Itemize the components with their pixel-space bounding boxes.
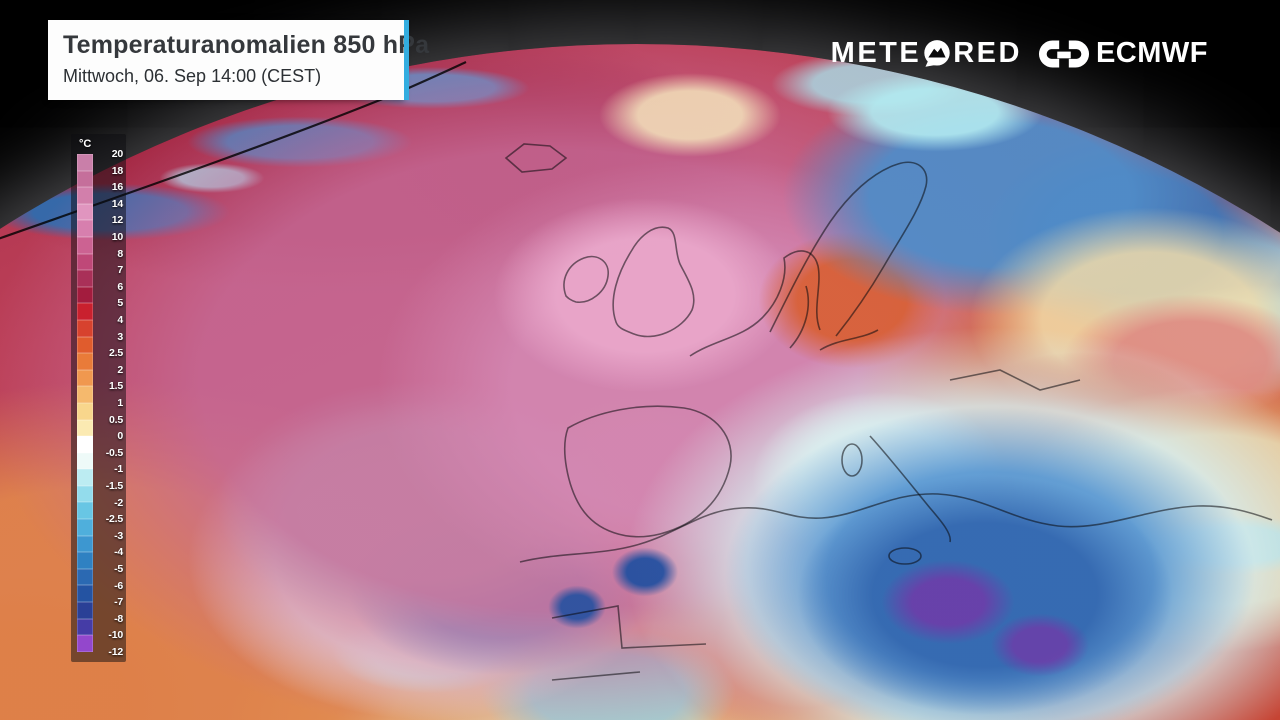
legend-label: 10 xyxy=(111,231,123,243)
meteored-logo-text-pre: METE xyxy=(830,37,922,69)
legend-swatch xyxy=(77,353,93,370)
legend-swatch xyxy=(77,485,93,503)
legend-label: 14 xyxy=(111,197,123,210)
branding-bar: METE RED ECMWF xyxy=(831,37,1208,70)
legend-label: -6 xyxy=(114,579,123,592)
legend-unit-label: °C xyxy=(79,138,92,150)
legend-label: 18 xyxy=(111,164,123,177)
legend-swatch xyxy=(77,585,93,603)
legend-label: 20 xyxy=(111,148,123,160)
legend-swatch xyxy=(77,452,93,470)
legend-label: -4 xyxy=(114,546,123,559)
legend-swatch xyxy=(77,618,93,636)
legend-labels: 20 18 16 14 12 10 8 7 6 5 4 3 2.5 2 1.5 1 0.5 0 -0.5 -1 -1.5… xyxy=(93,148,124,658)
legend-swatch xyxy=(77,436,93,453)
legend-swatch xyxy=(77,270,93,287)
legend-swatch xyxy=(77,336,93,354)
legend-label: -1.5 xyxy=(105,480,124,492)
legend-label: 1.5 xyxy=(109,380,123,393)
legend-swatch xyxy=(77,635,93,652)
legend-label: 16 xyxy=(111,181,123,194)
ecmwf-icon xyxy=(1038,40,1090,67)
legend-swatch xyxy=(77,187,93,204)
ecmwf-logo-text: ECMWF xyxy=(1095,37,1208,69)
legend-label: -1 xyxy=(114,463,123,476)
legend-swatch xyxy=(77,369,93,387)
map-title: Temperaturanomalien 850 hPa xyxy=(63,31,430,59)
legend-swatch xyxy=(77,469,93,486)
meteored-logo-text-post: RED xyxy=(953,37,1022,69)
legend-swatch xyxy=(77,203,93,221)
legend-label: 5 xyxy=(117,297,123,310)
legend-label: -7 xyxy=(114,596,123,609)
legend-swatch xyxy=(77,236,93,254)
legend-label: -10 xyxy=(108,629,123,642)
legend-swatch xyxy=(77,552,93,569)
legend-label: -0.5 xyxy=(105,446,124,459)
ecmwf-logo: ECMWF xyxy=(1038,37,1208,70)
legend-swatch xyxy=(77,402,93,420)
meteored-logo: METE RED xyxy=(831,37,1022,70)
map-datetime: Mittwoch, 06. Sep 14:00 (CEST) xyxy=(63,65,322,86)
legend-swatch xyxy=(77,154,93,171)
title-accent-strip xyxy=(404,20,409,100)
legend-scale: 20 18 16 14 12 10 8 7 6 5 4 3 2.5 2 1.5 1 0.5 0 -0.5 -1 -1.5… xyxy=(76,148,124,658)
legend-label: 2.5 xyxy=(109,347,123,360)
legend-swatch xyxy=(77,303,93,320)
legend-swatch xyxy=(77,220,93,237)
legend-swatch xyxy=(77,602,93,619)
legend-swatch xyxy=(77,419,93,437)
legend-label: 4 xyxy=(117,314,123,326)
legend-label: 12 xyxy=(111,214,123,227)
legend-label: 8 xyxy=(117,247,123,260)
legend-label: 0.5 xyxy=(109,413,123,426)
legend-label: 2 xyxy=(117,363,123,376)
legend-swatch xyxy=(77,170,93,188)
meteored-o-icon xyxy=(924,39,950,67)
legend-swatch xyxy=(77,502,93,520)
legend-label: -5 xyxy=(114,563,123,575)
legend-label: -12 xyxy=(108,646,123,658)
legend-label: -2.5 xyxy=(105,513,124,526)
legend-swatch xyxy=(77,319,93,337)
legend-swatch xyxy=(77,568,93,586)
legend-swatch xyxy=(77,253,93,271)
legend-swatch xyxy=(77,386,93,403)
legend-label: 3 xyxy=(117,330,123,343)
legend-label: 7 xyxy=(117,264,123,277)
legend-label: 0 xyxy=(117,430,123,443)
legend-label: 6 xyxy=(117,280,123,293)
legend-label: -2 xyxy=(114,496,123,509)
legend-swatch xyxy=(77,535,93,553)
legend-label: -3 xyxy=(114,529,123,542)
legend-swatch xyxy=(77,519,93,536)
legend-label: -8 xyxy=(114,612,123,625)
temperature-legend: °C 20 18 16 14 12 10 8 7 6 5 4 3 2.5 2 1.5 1 0.5 0 -0.5 -1 -… xyxy=(71,134,126,662)
title-card: Temperaturanomalien 850 hPa Mittwoch, 06… xyxy=(48,20,430,100)
legend-label: 1 xyxy=(117,397,123,409)
legend-swatches xyxy=(77,154,93,652)
legend-swatch xyxy=(77,286,93,304)
